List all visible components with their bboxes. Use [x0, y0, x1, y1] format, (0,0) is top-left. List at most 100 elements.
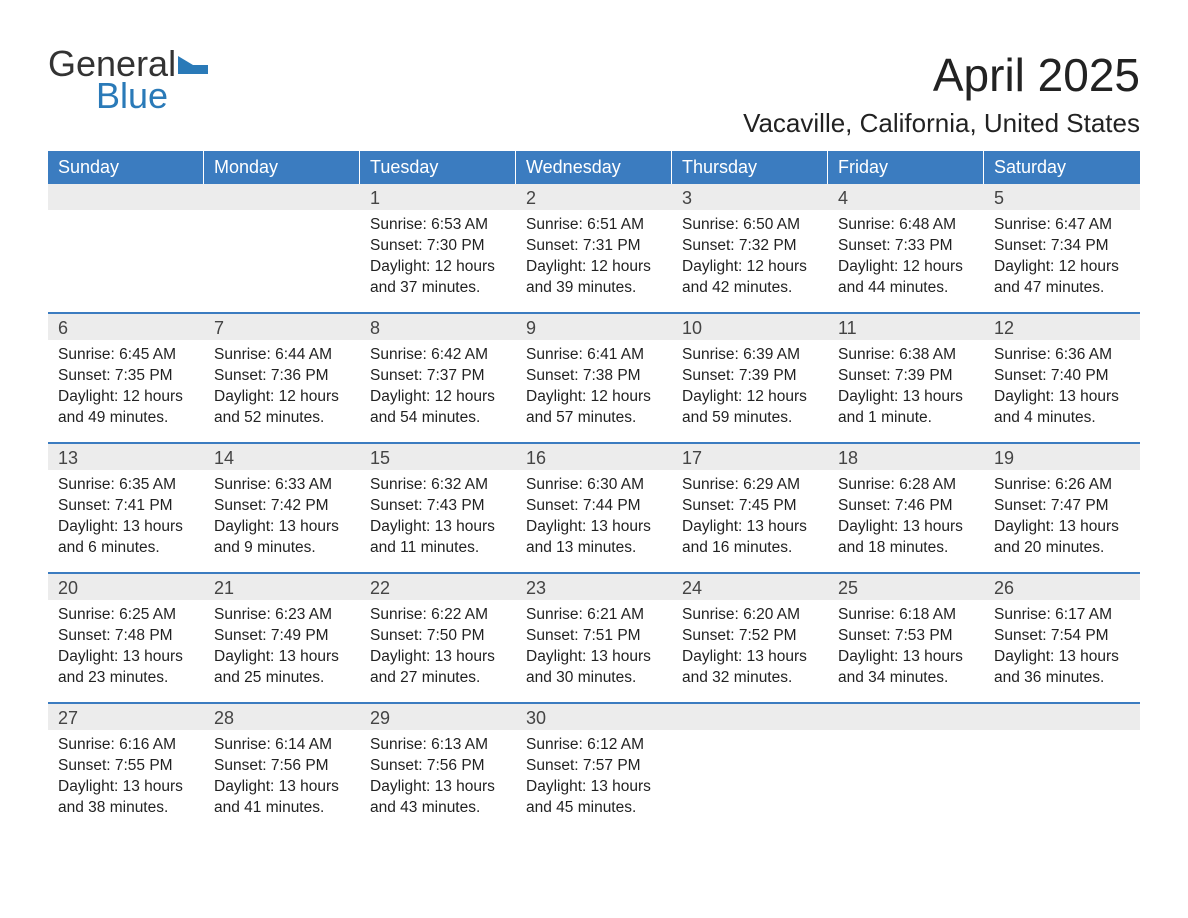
sunset-text: Sunset: 7:32 PM [682, 236, 818, 257]
weekday-header: Sunday [48, 151, 204, 184]
weekday-header: Friday [828, 151, 984, 184]
daylight-text: Daylight: 13 hours and 36 minutes. [994, 647, 1130, 689]
day-info: Sunrise: 6:44 AMSunset: 7:36 PMDaylight:… [204, 340, 360, 439]
sunrise-text: Sunrise: 6:38 AM [838, 345, 974, 366]
daylight-text: Daylight: 13 hours and 9 minutes. [214, 517, 350, 559]
sunset-text: Sunset: 7:41 PM [58, 496, 194, 517]
day-info: Sunrise: 6:33 AMSunset: 7:42 PMDaylight:… [204, 470, 360, 569]
logo: General Blue [48, 48, 208, 113]
sunrise-text: Sunrise: 6:16 AM [58, 735, 194, 756]
day-number: 22 [360, 574, 516, 600]
calendar-day-cell: 27Sunrise: 6:16 AMSunset: 7:55 PMDayligh… [48, 704, 204, 832]
calendar-day-cell: 4Sunrise: 6:48 AMSunset: 7:33 PMDaylight… [828, 184, 984, 312]
calendar-day-cell: 20Sunrise: 6:25 AMSunset: 7:48 PMDayligh… [48, 574, 204, 702]
day-number [204, 184, 360, 210]
day-info: Sunrise: 6:48 AMSunset: 7:33 PMDaylight:… [828, 210, 984, 309]
sunset-text: Sunset: 7:54 PM [994, 626, 1130, 647]
daylight-text: Daylight: 13 hours and 4 minutes. [994, 387, 1130, 429]
sunset-text: Sunset: 7:53 PM [838, 626, 974, 647]
sunset-text: Sunset: 7:51 PM [526, 626, 662, 647]
daylight-text: Daylight: 13 hours and 25 minutes. [214, 647, 350, 689]
weekday-header: Monday [204, 151, 360, 184]
day-info: Sunrise: 6:41 AMSunset: 7:38 PMDaylight:… [516, 340, 672, 439]
sunrise-text: Sunrise: 6:53 AM [370, 215, 506, 236]
calendar-week-row: 20Sunrise: 6:25 AMSunset: 7:48 PMDayligh… [48, 572, 1140, 702]
location-subtitle: Vacaville, California, United States [743, 108, 1140, 139]
day-info: Sunrise: 6:36 AMSunset: 7:40 PMDaylight:… [984, 340, 1140, 439]
calendar-day-cell: 26Sunrise: 6:17 AMSunset: 7:54 PMDayligh… [984, 574, 1140, 702]
calendar-day-cell [672, 704, 828, 832]
weekday-header: Wednesday [516, 151, 672, 184]
daylight-text: Daylight: 12 hours and 42 minutes. [682, 257, 818, 299]
sunset-text: Sunset: 7:56 PM [370, 756, 506, 777]
calendar-day-cell [828, 704, 984, 832]
calendar-page: General Blue April 2025 Vacaville, Calif… [0, 0, 1188, 852]
calendar-day-cell: 22Sunrise: 6:22 AMSunset: 7:50 PMDayligh… [360, 574, 516, 702]
sunrise-text: Sunrise: 6:20 AM [682, 605, 818, 626]
sunrise-text: Sunrise: 6:48 AM [838, 215, 974, 236]
calendar-day-cell: 11Sunrise: 6:38 AMSunset: 7:39 PMDayligh… [828, 314, 984, 442]
day-number: 21 [204, 574, 360, 600]
page-header: General Blue April 2025 Vacaville, Calif… [48, 48, 1140, 139]
day-info: Sunrise: 6:50 AMSunset: 7:32 PMDaylight:… [672, 210, 828, 309]
sunrise-text: Sunrise: 6:33 AM [214, 475, 350, 496]
sunset-text: Sunset: 7:47 PM [994, 496, 1130, 517]
calendar-week-row: 6Sunrise: 6:45 AMSunset: 7:35 PMDaylight… [48, 312, 1140, 442]
sunset-text: Sunset: 7:37 PM [370, 366, 506, 387]
sunrise-text: Sunrise: 6:44 AM [214, 345, 350, 366]
day-number: 12 [984, 314, 1140, 340]
daylight-text: Daylight: 12 hours and 59 minutes. [682, 387, 818, 429]
day-number: 14 [204, 444, 360, 470]
weekday-header: Saturday [984, 151, 1140, 184]
sunrise-text: Sunrise: 6:39 AM [682, 345, 818, 366]
day-info: Sunrise: 6:28 AMSunset: 7:46 PMDaylight:… [828, 470, 984, 569]
sunset-text: Sunset: 7:56 PM [214, 756, 350, 777]
day-info: Sunrise: 6:18 AMSunset: 7:53 PMDaylight:… [828, 600, 984, 699]
day-number: 15 [360, 444, 516, 470]
daylight-text: Daylight: 13 hours and 18 minutes. [838, 517, 974, 559]
day-number: 17 [672, 444, 828, 470]
calendar-day-cell: 18Sunrise: 6:28 AMSunset: 7:46 PMDayligh… [828, 444, 984, 572]
sunrise-text: Sunrise: 6:51 AM [526, 215, 662, 236]
day-info: Sunrise: 6:16 AMSunset: 7:55 PMDaylight:… [48, 730, 204, 829]
calendar-day-cell: 10Sunrise: 6:39 AMSunset: 7:39 PMDayligh… [672, 314, 828, 442]
calendar-week-row: 1Sunrise: 6:53 AMSunset: 7:30 PMDaylight… [48, 184, 1140, 312]
day-number: 8 [360, 314, 516, 340]
daylight-text: Daylight: 12 hours and 44 minutes. [838, 257, 974, 299]
sunrise-text: Sunrise: 6:50 AM [682, 215, 818, 236]
calendar-week-row: 13Sunrise: 6:35 AMSunset: 7:41 PMDayligh… [48, 442, 1140, 572]
day-info: Sunrise: 6:14 AMSunset: 7:56 PMDaylight:… [204, 730, 360, 829]
daylight-text: Daylight: 13 hours and 30 minutes. [526, 647, 662, 689]
calendar-day-cell: 25Sunrise: 6:18 AMSunset: 7:53 PMDayligh… [828, 574, 984, 702]
day-number [984, 704, 1140, 730]
day-info: Sunrise: 6:25 AMSunset: 7:48 PMDaylight:… [48, 600, 204, 699]
day-number: 23 [516, 574, 672, 600]
daylight-text: Daylight: 12 hours and 57 minutes. [526, 387, 662, 429]
calendar-day-cell: 28Sunrise: 6:14 AMSunset: 7:56 PMDayligh… [204, 704, 360, 832]
sunrise-text: Sunrise: 6:45 AM [58, 345, 194, 366]
day-number: 19 [984, 444, 1140, 470]
calendar-day-cell: 8Sunrise: 6:42 AMSunset: 7:37 PMDaylight… [360, 314, 516, 442]
daylight-text: Daylight: 13 hours and 34 minutes. [838, 647, 974, 689]
sunset-text: Sunset: 7:35 PM [58, 366, 194, 387]
day-number: 11 [828, 314, 984, 340]
sunrise-text: Sunrise: 6:41 AM [526, 345, 662, 366]
sunset-text: Sunset: 7:48 PM [58, 626, 194, 647]
day-info: Sunrise: 6:21 AMSunset: 7:51 PMDaylight:… [516, 600, 672, 699]
sunrise-text: Sunrise: 6:28 AM [838, 475, 974, 496]
daylight-text: Daylight: 13 hours and 32 minutes. [682, 647, 818, 689]
daylight-text: Daylight: 13 hours and 23 minutes. [58, 647, 194, 689]
sunset-text: Sunset: 7:52 PM [682, 626, 818, 647]
day-number: 2 [516, 184, 672, 210]
day-number: 7 [204, 314, 360, 340]
daylight-text: Daylight: 12 hours and 49 minutes. [58, 387, 194, 429]
daylight-text: Daylight: 13 hours and 20 minutes. [994, 517, 1130, 559]
sunset-text: Sunset: 7:46 PM [838, 496, 974, 517]
calendar-day-cell: 16Sunrise: 6:30 AMSunset: 7:44 PMDayligh… [516, 444, 672, 572]
logo-flag-icon [178, 56, 208, 74]
sunset-text: Sunset: 7:45 PM [682, 496, 818, 517]
sunset-text: Sunset: 7:57 PM [526, 756, 662, 777]
day-number [828, 704, 984, 730]
day-info: Sunrise: 6:42 AMSunset: 7:37 PMDaylight:… [360, 340, 516, 439]
calendar-day-cell: 3Sunrise: 6:50 AMSunset: 7:32 PMDaylight… [672, 184, 828, 312]
